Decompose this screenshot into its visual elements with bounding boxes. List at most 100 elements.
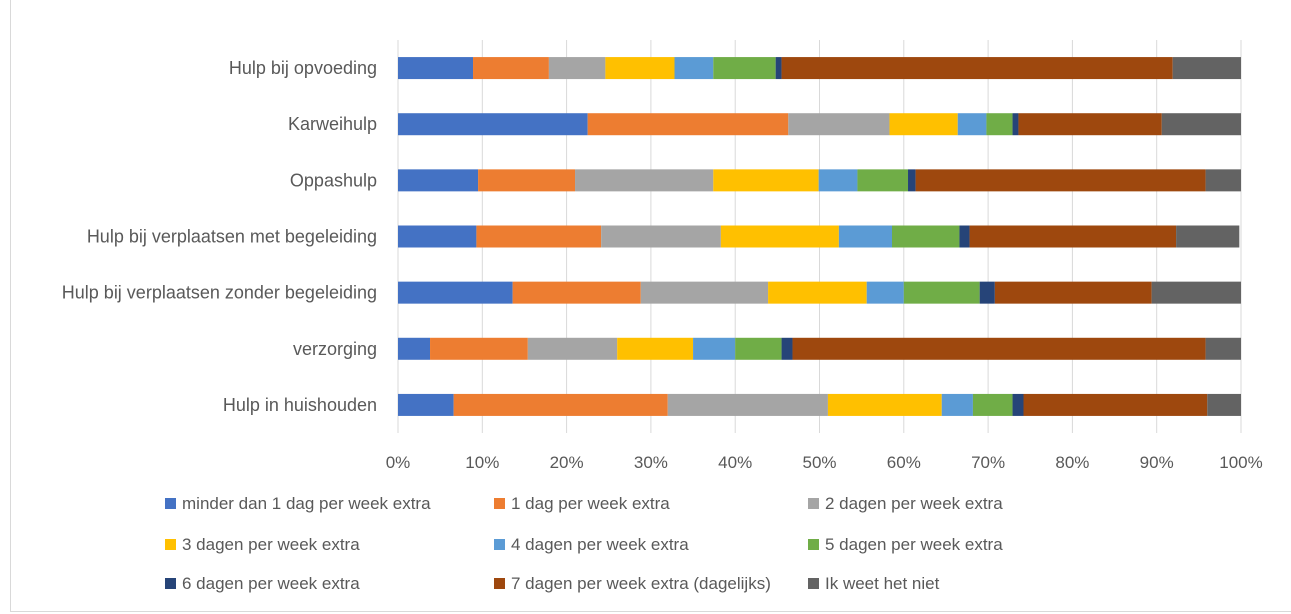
bar-segment	[398, 337, 431, 360]
bar-segment	[857, 169, 909, 192]
bar-segment	[587, 113, 789, 136]
chart-frame	[10, 0, 1291, 612]
bar-segment	[1161, 113, 1241, 136]
bar-segment	[601, 225, 721, 248]
bar-segment	[969, 225, 1177, 248]
bar-segment	[720, 225, 839, 248]
bar-segment	[1205, 337, 1241, 360]
legend-label: 4 dagen per week extra	[511, 535, 689, 554]
bar-segment	[818, 169, 858, 192]
category-labels: Hulp bij opvoeding Karweihulp Oppashulp Hul…	[62, 58, 377, 415]
bar-segment	[979, 281, 995, 304]
category-label: Hulp bij verplaatsen met begeleiding	[87, 227, 377, 247]
x-tick-label: 50%	[802, 453, 836, 472]
bar-segment	[915, 169, 1206, 192]
bar-segment	[889, 113, 958, 136]
bar-segment	[667, 393, 828, 416]
legend-label: 1 dag per week extra	[511, 494, 670, 513]
bar-segment	[735, 337, 782, 360]
category-label: Karweihulp	[288, 114, 377, 134]
bar-segment	[1023, 393, 1208, 416]
x-tick-label: 70%	[971, 453, 1005, 472]
bar-segment	[792, 337, 1206, 360]
bar-segment	[957, 113, 987, 136]
bar-segment	[453, 393, 668, 416]
bar-segment	[713, 169, 819, 192]
legend-label: minder dan 1 dag per week extra	[182, 494, 431, 513]
bar-segment	[476, 225, 602, 248]
bar-segment	[941, 393, 973, 416]
bar-segment	[548, 57, 606, 80]
bar-segment	[512, 281, 641, 304]
legend-swatch	[808, 578, 819, 589]
legend-swatch	[494, 539, 505, 550]
bar-segment	[768, 281, 867, 304]
bar-segment	[398, 57, 474, 80]
legend-label: Ik weet het niet	[825, 574, 940, 593]
legend-swatch	[165, 498, 176, 509]
legend-label: 6 dagen per week extra	[182, 574, 360, 593]
bar-segment	[398, 393, 454, 416]
legend-swatch	[494, 498, 505, 509]
bar-segment	[994, 281, 1152, 304]
bar-segment	[1018, 113, 1162, 136]
bar-segment	[478, 169, 576, 192]
x-tick-label: 60%	[887, 453, 921, 472]
bar-segment	[398, 113, 588, 136]
bar-segment	[908, 169, 916, 192]
bar-segment	[1172, 57, 1241, 80]
bar-segment	[473, 57, 549, 80]
bar-segment	[605, 57, 675, 80]
bar-segment	[693, 337, 736, 360]
x-tick-label: 100%	[1219, 453, 1262, 472]
bar-segment	[617, 337, 694, 360]
category-label: Hulp bij verplaatsen zonder begeleiding	[62, 283, 377, 303]
bar-segment	[398, 225, 477, 248]
bar-segment	[866, 281, 904, 304]
x-tick-label: 10%	[465, 453, 499, 472]
bar-segment	[775, 57, 782, 80]
bar-segment	[398, 169, 479, 192]
legend-swatch	[165, 578, 176, 589]
bar-segment	[674, 57, 714, 80]
bar-segment	[838, 225, 892, 248]
bar-segment	[1012, 393, 1024, 416]
x-tick-label: 90%	[1140, 453, 1174, 472]
bar-segment	[713, 57, 776, 80]
category-label: Oppashulp	[290, 170, 377, 190]
bar-segment	[527, 337, 618, 360]
bar-segment	[1151, 281, 1241, 304]
bar-segment	[640, 281, 769, 304]
legend: minder dan 1 dag per week extra 1 dag per…	[165, 494, 1003, 593]
legend-swatch	[808, 539, 819, 550]
x-tick-label: 0%	[386, 453, 411, 472]
x-tick-labels: 0% 10% 20% 30% 40% 50% 60% 70% 80% 90% 100%	[386, 453, 1263, 472]
legend-swatch	[165, 539, 176, 550]
bar-segment	[1205, 169, 1241, 192]
category-label: verzorging	[293, 339, 377, 359]
x-tick-label: 40%	[718, 453, 752, 472]
x-tick-label: 30%	[634, 453, 668, 472]
bar-segment	[891, 225, 960, 248]
bar-segment	[903, 281, 980, 304]
bars	[398, 57, 1241, 416]
bar-segment	[430, 337, 528, 360]
x-tick-label: 20%	[550, 453, 584, 472]
bar-segment	[972, 393, 1013, 416]
legend-swatch	[808, 498, 819, 509]
legend-label: 3 dagen per week extra	[182, 535, 360, 554]
bar-segment	[781, 57, 1173, 80]
legend-swatch	[494, 578, 505, 589]
bar-segment	[1012, 113, 1019, 136]
bar-segment	[788, 113, 890, 136]
x-tick-label: 80%	[1055, 453, 1089, 472]
category-label: Hulp in huishouden	[223, 395, 377, 415]
bar-segment	[398, 281, 513, 304]
bar-segment	[986, 113, 1013, 136]
bar-segment	[959, 225, 970, 248]
legend-label: 7 dagen per week extra (dagelijks)	[511, 574, 771, 593]
bar-segment	[827, 393, 942, 416]
bar-segment	[1207, 393, 1241, 416]
bar-segment	[1176, 225, 1240, 248]
